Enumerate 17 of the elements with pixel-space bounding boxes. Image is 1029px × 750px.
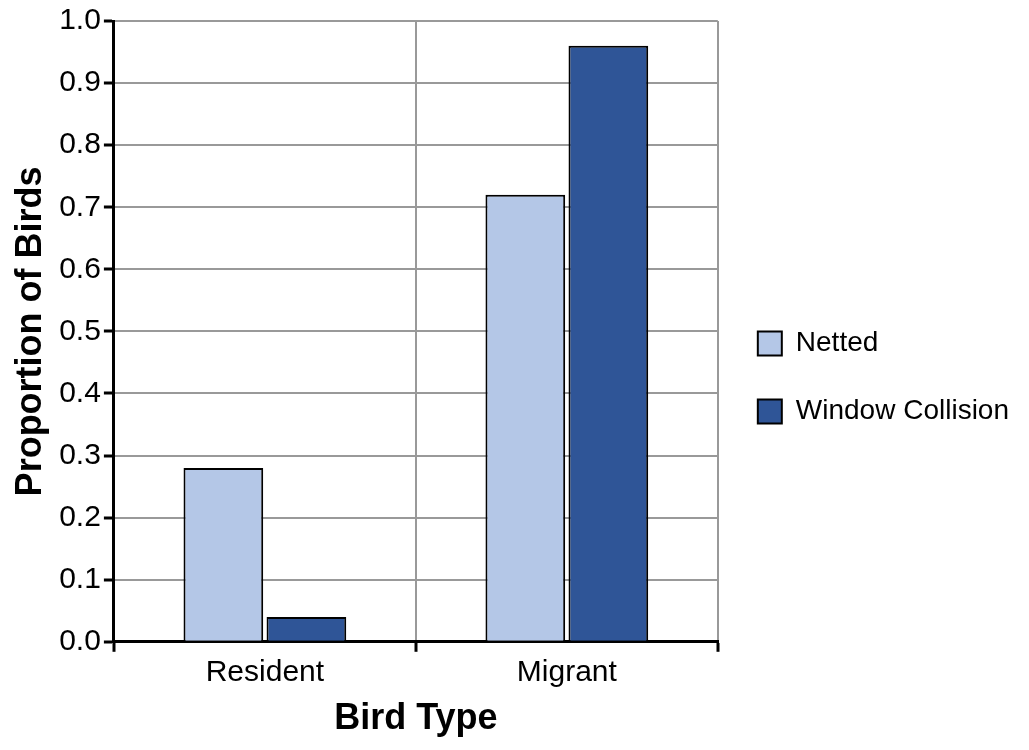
y-tick-label: 0.0 [59,623,101,657]
y-tick-label: 0.7 [59,188,101,222]
y-tick-label: 0.2 [59,498,101,532]
y-tick-label: 0.9 [59,64,101,98]
y-tick-label: 0.1 [59,560,101,594]
y-tick-label: 0.8 [59,126,101,160]
y-tick-label: 0.4 [59,374,101,408]
y-tick-label: 0.5 [59,312,101,346]
y-tick-label: 1.0 [59,2,101,36]
legend-label: Window Collision [795,394,1009,426]
x-tick-label: Migrant [516,654,618,688]
legend-label: Netted [795,326,879,358]
y-tick-label: 0.6 [59,250,101,284]
x-tick-label: Resident [205,654,325,688]
y-tick-label: 0.3 [59,436,101,470]
y-axis-title: Proportion of Birds [7,166,49,497]
x-axis-title: Bird Type [334,696,498,738]
